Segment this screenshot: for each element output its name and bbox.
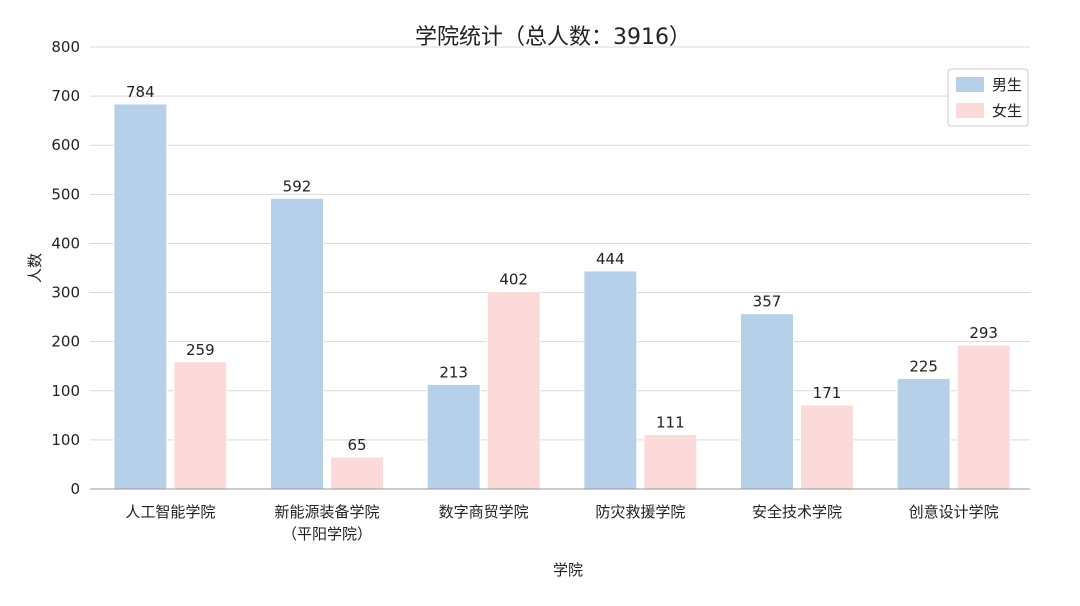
x-tick-label-line: 防灾救援学院 (595, 503, 685, 521)
bar (486, 291, 541, 490)
legend-label: 女生 (992, 102, 1022, 120)
x-tick-label: 防灾救援学院 (595, 503, 685, 521)
x-tick-label-line: 新能源装备学院 (274, 503, 379, 521)
x-tick-label: 创意设计学院 (909, 503, 999, 521)
x-tick-label-line: 安全技术学院 (752, 503, 842, 521)
x-tick-label-line: 创意设计学院 (909, 503, 999, 521)
data-label: 171 (813, 384, 842, 402)
y-axis-ticks: 0 100 100 200 300 400 500 600 700 800 (51, 38, 80, 498)
data-label: 357 (753, 293, 782, 311)
bar (173, 361, 228, 490)
x-tick-label: 人工智能学院 (125, 503, 215, 521)
bar (270, 197, 324, 490)
y-tick-label: 100 (51, 431, 80, 449)
bar (896, 378, 951, 490)
bar (583, 270, 638, 490)
legend-swatch (956, 103, 984, 118)
legend-label: 男生 (992, 76, 1022, 94)
bar (643, 433, 698, 490)
x-axis-ticks: 人工智能学院 新能源装备学院 （平阳学院） 数字商贸学院 防灾救援学院 安全技术学院 创意设… (125, 503, 998, 543)
y-tick-label: 200 (51, 333, 80, 351)
bar (800, 404, 854, 490)
data-label: 65 (347, 436, 366, 454)
x-tick-label: 数字商贸学院 (439, 503, 529, 521)
y-tick-label: 800 (51, 38, 80, 56)
x-axis-label: 学院 (553, 561, 583, 579)
data-label: 259 (186, 341, 215, 359)
y-tick-label: 600 (51, 136, 80, 154)
x-tick-label-line: 人工智能学院 (125, 503, 215, 521)
y-tick-label: 500 (51, 185, 80, 203)
bars (113, 103, 1011, 490)
y-tick-label: 300 (51, 284, 80, 302)
data-label: 293 (969, 324, 998, 342)
x-tick-label-line: （平阳学院） (282, 525, 372, 543)
y-tick-label: 100 (51, 382, 80, 400)
y-tick-label: 700 (51, 87, 80, 105)
bar (426, 383, 481, 490)
bar (740, 313, 794, 490)
y-tick-label: 0 (70, 480, 80, 498)
data-label: 402 (499, 271, 528, 289)
data-label: 111 (656, 413, 685, 431)
data-label: 784 (126, 83, 155, 101)
data-label: 592 (283, 177, 312, 195)
data-labels: 784 259 592 65 213 402 444 111 357 171 225 293 (126, 83, 998, 454)
data-label: 225 (909, 358, 938, 376)
bar (113, 103, 168, 490)
bar (330, 456, 384, 490)
legend-swatch (956, 77, 984, 92)
data-label: 213 (439, 363, 468, 381)
data-label: 444 (596, 250, 625, 268)
bar (956, 344, 1011, 490)
grid-lines (90, 46, 1030, 441)
chart-title: 学院统计（总人数：3916） (415, 25, 691, 50)
y-tick-label: 400 (51, 234, 80, 252)
y-axis-label: 人数 (26, 253, 44, 283)
x-tick-label: 新能源装备学院 （平阳学院） (274, 503, 379, 543)
x-tick-label-line: 数字商贸学院 (439, 503, 529, 521)
x-tick-label: 安全技术学院 (752, 503, 842, 521)
